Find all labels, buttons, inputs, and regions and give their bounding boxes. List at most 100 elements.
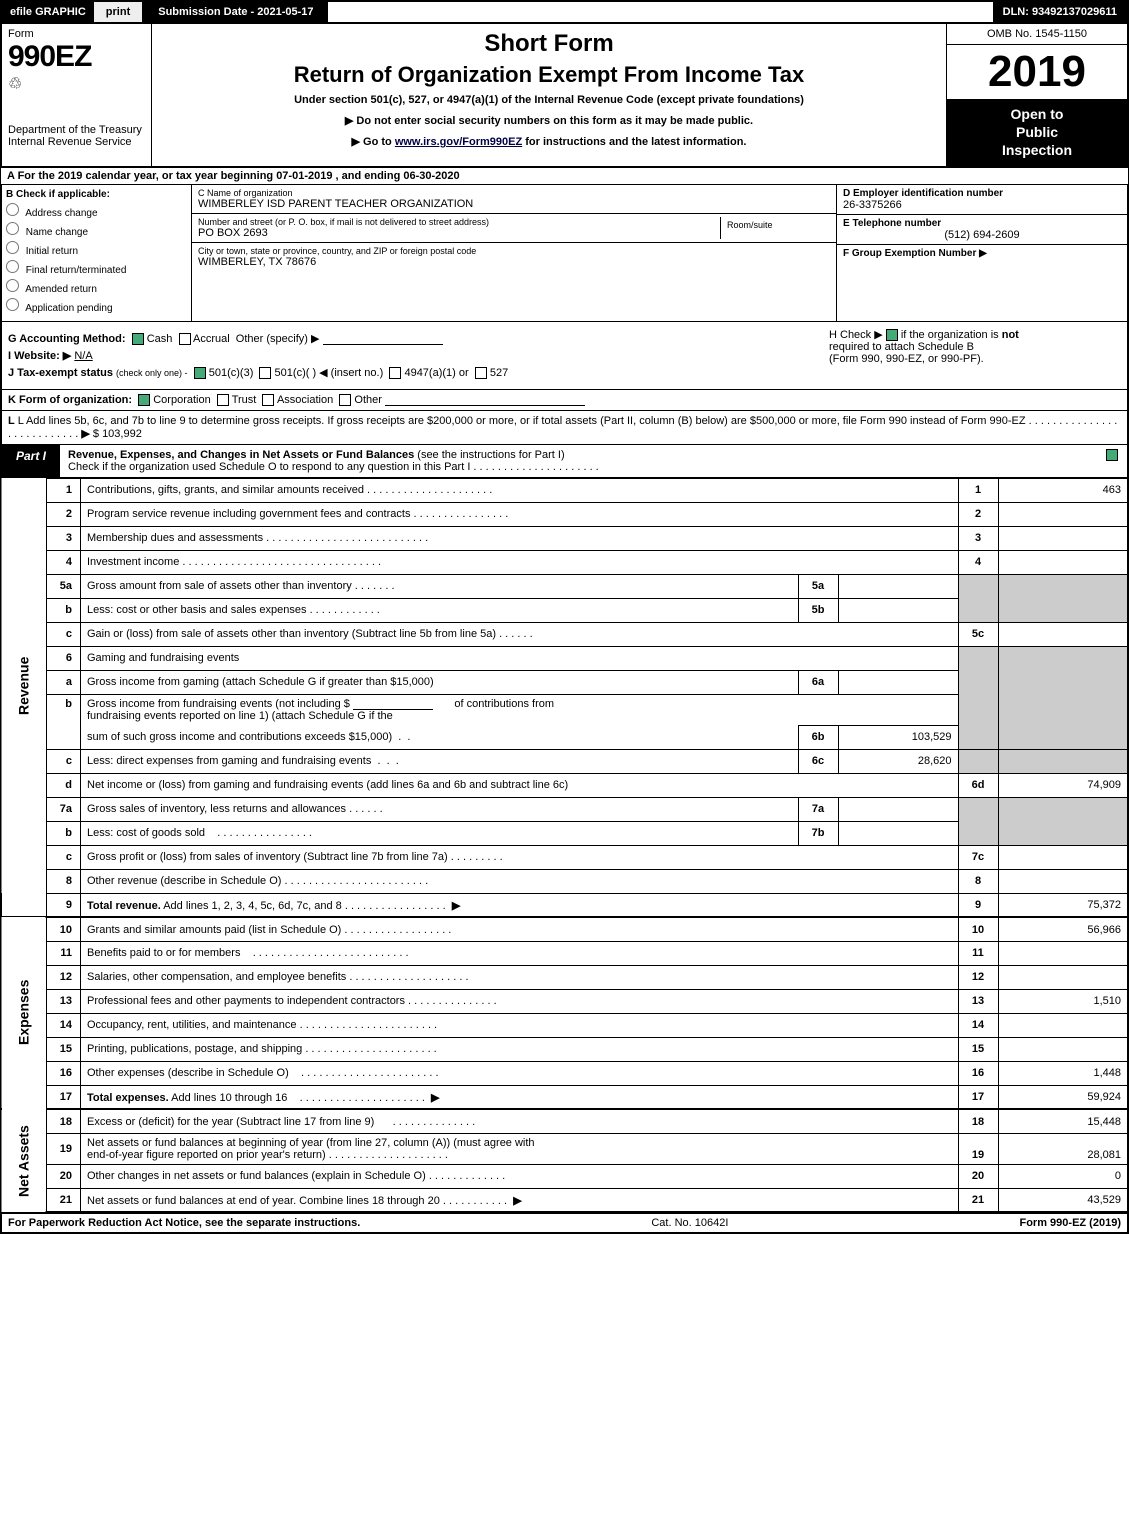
city-value: WIMBERLEY, TX 78676: [198, 256, 830, 268]
grey-6c-val: [998, 749, 1128, 773]
i-label: I Website: ▶: [8, 350, 71, 362]
k-other-checkbox[interactable]: [339, 394, 351, 406]
table-row: Revenue 1 Contributions, gifts, grants, …: [1, 478, 1128, 502]
goto-pre: ▶ Go to: [352, 136, 395, 148]
subval-6b: 103,529: [838, 725, 958, 749]
line-l: L L Add lines 5b, 6c, and 7b to line 9 t…: [0, 411, 1129, 445]
chk-final-return[interactable]: Final return/terminated: [6, 260, 187, 276]
print-button[interactable]: print: [94, 2, 144, 22]
colln-15: 15: [958, 1037, 998, 1061]
part-1-header: Part I Revenue, Expenses, and Changes in…: [0, 445, 1129, 478]
subln-6b: 6b: [798, 725, 838, 749]
part-1-title: Revenue, Expenses, and Changes in Net As…: [60, 445, 1097, 477]
j-501c3-checkbox[interactable]: [194, 367, 206, 379]
desc-6b-1: Gross income from fundraising events (no…: [81, 694, 959, 725]
ln-21: 21: [47, 1188, 81, 1212]
val-6d: 74,909: [998, 773, 1128, 797]
val-7c: [998, 845, 1128, 869]
col-c-org: C Name of organization WIMBERLEY ISD PAR…: [192, 185, 837, 321]
ln-15: 15: [47, 1037, 81, 1061]
j-4947-checkbox[interactable]: [389, 367, 401, 379]
g-label: G Accounting Method:: [8, 333, 126, 345]
g-accrual-checkbox[interactable]: [179, 333, 191, 345]
expenses-side-label: Expenses: [1, 917, 47, 1109]
h-text3: required to attach Schedule B: [829, 341, 974, 353]
part-1-schedule-o-checkbox[interactable]: [1106, 449, 1118, 461]
line-h: H Check ▶ if the organization is not req…: [821, 328, 1121, 383]
part-1-table: Revenue 1 Contributions, gifts, grants, …: [0, 478, 1129, 1214]
subval-5b: [838, 598, 958, 622]
table-row: Net Assets 18 Excess or (deficit) for th…: [1, 1109, 1128, 1133]
ln-16: 16: [47, 1061, 81, 1085]
desc-6: Gaming and fundraising events: [81, 646, 959, 670]
6b-blank[interactable]: [353, 698, 433, 710]
j-label: J Tax-exempt status: [8, 367, 113, 379]
desc-6d: Net income or (loss) from gaming and fun…: [81, 773, 959, 797]
ln-5c: c: [47, 622, 81, 646]
grey-5ab: [958, 574, 998, 622]
chk-initial-return[interactable]: Initial return: [6, 241, 187, 257]
page-footer: For Paperwork Reduction Act Notice, see …: [0, 1213, 1129, 1234]
ln-12: 12: [47, 965, 81, 989]
desc-20: Other changes in net assets or fund bala…: [81, 1164, 959, 1188]
k-other-label: Other: [354, 394, 382, 406]
ln-1: 1: [47, 478, 81, 502]
header-left: Form 990EZ ♲ Department of the Treasury …: [2, 24, 152, 166]
ein-label: D Employer identification number: [843, 188, 1121, 199]
val-15: [998, 1037, 1128, 1061]
h-text2: if the organization is: [901, 329, 1002, 341]
desc-9: Total revenue. Add lines 1, 2, 3, 4, 5c,…: [81, 893, 959, 917]
table-row: 12 Salaries, other compensation, and emp…: [1, 965, 1128, 989]
k-assoc-label: Association: [277, 394, 333, 406]
table-row: d Net income or (loss) from gaming and f…: [1, 773, 1128, 797]
g-other-input[interactable]: [323, 333, 443, 345]
chk-application-pending[interactable]: Application pending: [6, 298, 187, 314]
colln-4: 4: [958, 550, 998, 574]
ln-14: 14: [47, 1013, 81, 1037]
colln-3: 3: [958, 526, 998, 550]
ln-10: 10: [47, 917, 81, 941]
subln-5b: 5b: [798, 598, 838, 622]
k-corp-checkbox[interactable]: [138, 394, 150, 406]
grey-7ab-val: [998, 797, 1128, 845]
colln-19: 19: [958, 1133, 998, 1164]
ln-11: 11: [47, 941, 81, 965]
chk-name-change[interactable]: Name change: [6, 222, 187, 238]
k-assoc-checkbox[interactable]: [262, 394, 274, 406]
desc-15: Printing, publications, postage, and shi…: [81, 1037, 959, 1061]
g-cash-checkbox[interactable]: [132, 333, 144, 345]
colln-6d: 6d: [958, 773, 998, 797]
k-other-input[interactable]: [385, 394, 585, 406]
val-12: [998, 965, 1128, 989]
j-501c-checkbox[interactable]: [259, 367, 271, 379]
open-line2: Public: [951, 123, 1123, 141]
desc-4: Investment income . . . . . . . . . . . …: [81, 550, 959, 574]
under-section: Under section 501(c), 527, or 4947(a)(1)…: [162, 94, 936, 106]
table-row: 9 Total revenue. Add lines 1, 2, 3, 4, 5…: [1, 893, 1128, 917]
h-text1: H Check ▶: [829, 329, 886, 341]
chk-address-change[interactable]: Address change: [6, 203, 187, 219]
desc-11: Benefits paid to or for members . . . . …: [81, 941, 959, 965]
desc-17: Total expenses. Add lines 10 through 16 …: [81, 1085, 959, 1109]
form-word: Form: [8, 28, 145, 40]
table-row: 8 Other revenue (describe in Schedule O)…: [1, 869, 1128, 893]
val-10: 56,966: [998, 917, 1128, 941]
room-suite: Room/suite: [720, 217, 830, 239]
ln-4: 4: [47, 550, 81, 574]
desc-7c: Gross profit or (loss) from sales of inv…: [81, 845, 959, 869]
j-527-checkbox[interactable]: [475, 367, 487, 379]
colln-9: 9: [958, 893, 998, 917]
l-arrow: ▶: [81, 428, 89, 440]
goto-link[interactable]: www.irs.gov/Form990EZ: [395, 136, 522, 148]
submission-date: Submission Date - 2021-05-17: [144, 2, 327, 22]
footer-left: For Paperwork Reduction Act Notice, see …: [8, 1217, 360, 1229]
ln-13: 13: [47, 989, 81, 1013]
return-title: Return of Organization Exempt From Incom…: [162, 62, 936, 88]
chk-amended-return[interactable]: Amended return: [6, 279, 187, 295]
table-row: c Gain or (loss) from sale of assets oth…: [1, 622, 1128, 646]
h-checkbox[interactable]: [886, 329, 898, 341]
k-trust-checkbox[interactable]: [217, 394, 229, 406]
goto-line: ▶ Go to www.irs.gov/Form990EZ for instru…: [162, 135, 936, 148]
subval-6c: 28,620: [838, 749, 958, 773]
val-9: 75,372: [998, 893, 1128, 917]
